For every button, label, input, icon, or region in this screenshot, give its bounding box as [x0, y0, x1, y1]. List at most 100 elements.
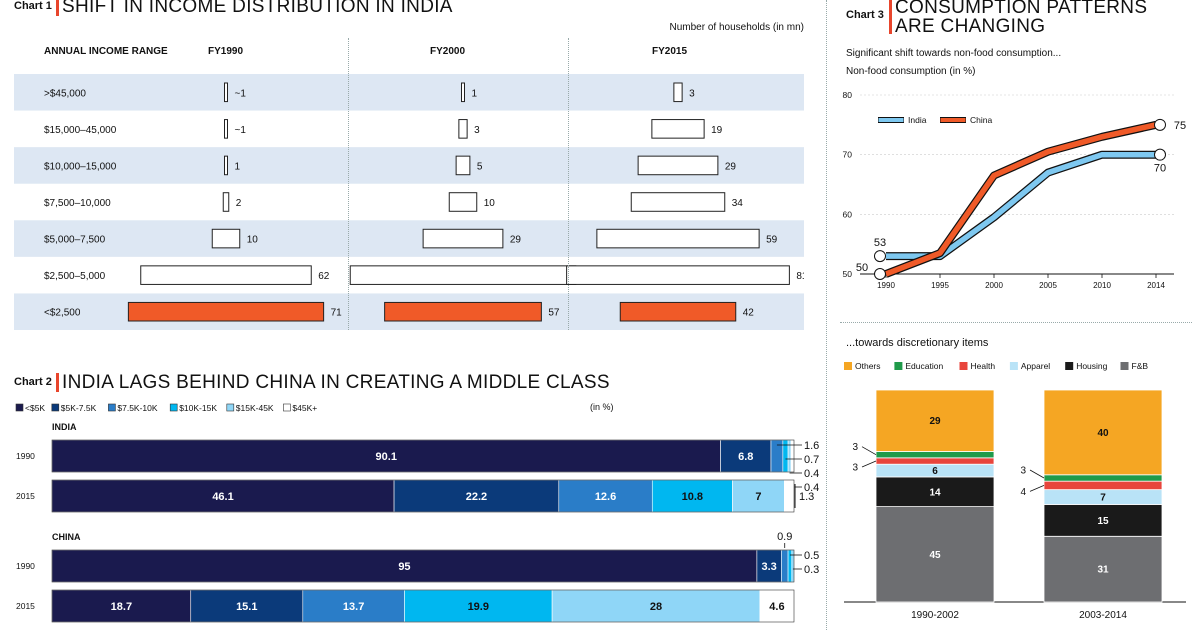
chart3-legend-swatch	[1009, 362, 1018, 370]
chart3-stack-label: 45	[929, 550, 941, 561]
chart3-end-label: 70	[1154, 163, 1166, 175]
chart3-stack-segment	[875, 451, 995, 459]
chart1-bar-label: 34	[732, 198, 744, 209]
chart2-legend-swatch	[51, 403, 60, 412]
title-accent-bar	[889, 0, 892, 34]
chart1-bar	[619, 301, 737, 322]
chart2-segment	[651, 479, 733, 513]
title-accent-bar	[56, 373, 59, 392]
chart2-year-label: 1990	[16, 451, 35, 461]
chart3-xtick-label: 1990	[877, 281, 895, 290]
chart3-title-line2: ARE CHANGING	[895, 16, 1046, 37]
chart1-divider	[348, 38, 349, 330]
chart3-ytick-label: 50	[843, 269, 853, 279]
chart1-bar	[630, 192, 726, 212]
chart3-category-label: 1990-2002	[911, 610, 959, 621]
chart3-end-label: 50	[856, 262, 868, 274]
chart3-legend-label: China	[970, 115, 992, 125]
chart3-end-marker	[874, 268, 886, 280]
chart2-segment	[551, 589, 761, 623]
chart1-bar-label: 59	[766, 235, 778, 246]
chart1-bar-label: 3	[689, 88, 695, 99]
chart1-col-fy2000: FY2000	[430, 46, 466, 57]
chart1-bar	[224, 82, 228, 103]
chart1-plot: >$45,000 ~1 1 3 $15,000–45,000 ~1 3 19 $10,000–1…	[14, 74, 808, 330]
chart2-segment	[190, 589, 304, 623]
chart1-bar-label: 1	[235, 161, 241, 172]
chart1-bar-label: 5	[477, 161, 483, 172]
title-accent-bar	[56, 0, 59, 16]
chart3-callout-label: 3	[852, 463, 858, 474]
chart2-title: INDIA LAGS BEHIND CHINA IN CREATING A MI…	[62, 372, 610, 393]
chart1-unit-note: Number of households (in mn)	[669, 22, 804, 33]
chart2-segment	[784, 479, 795, 513]
chart1-bar-label: 29	[725, 161, 737, 172]
chart2-segment-label: 4.6	[769, 601, 784, 613]
chart1-bar-label: 3	[474, 125, 480, 136]
chart3-end-label: 53	[874, 237, 886, 249]
chart1-bar	[455, 155, 471, 176]
chart3-legend-label: Apparel	[1021, 361, 1050, 371]
chart1-bar	[140, 265, 312, 285]
chart3-xtick-label: 2000	[985, 281, 1003, 290]
chart1-bar-label: 71	[331, 308, 343, 319]
chart2-segment	[404, 589, 553, 623]
chart3-line-outline	[886, 150, 1156, 261]
chart2-year-label: 2015	[16, 601, 35, 611]
chart2-bar-outline	[51, 549, 795, 583]
panel-divider	[826, 0, 827, 630]
chart1-category-label: $15,000–45,000	[44, 125, 117, 136]
chart2-segment-label: 19.9	[468, 601, 489, 613]
chart3-legend-swatch	[1120, 362, 1129, 370]
chart3-stack-label: 15	[1097, 516, 1109, 527]
chart2-callout-label: 0.7	[804, 454, 819, 466]
chart3-stack-label: 7	[1100, 493, 1106, 504]
chart1-bar-label: ~1	[235, 125, 247, 136]
chart3-stack-segment	[875, 476, 995, 507]
chart1-bar	[596, 228, 760, 249]
chart3-stack-label: 14	[929, 487, 941, 498]
chart3-callout-line	[861, 446, 877, 456]
chart3-legend-swatch	[959, 362, 968, 370]
chart3-xtick-label: 1995	[931, 281, 949, 290]
chart1-bar-label: 81	[796, 271, 804, 282]
chart3-callout-line	[861, 460, 877, 468]
chart1-category-label: >$45,000	[44, 88, 86, 99]
chart3-subtitle: Significant shift towards non-food consu…	[846, 48, 1062, 59]
chart2-legend-swatch	[108, 403, 116, 412]
chart1-category-label: $5,000–7,500	[44, 235, 106, 246]
chart3-legend-label: Others	[855, 361, 881, 371]
chart3-line-plot: 50 60 70 80 1990 1995 2000 2005 2010 2014 India Chi…	[843, 90, 1187, 290]
chart1-title: SHIFT IN INCOME DISTRIBUTION IN INDIA	[62, 0, 453, 17]
chart1-bar-label: 29	[510, 235, 522, 246]
chart1-bar	[224, 119, 228, 139]
chart2-segment-label: 18.7	[111, 601, 132, 613]
chart1-bar-label: 10	[484, 198, 496, 209]
chart3-callout-label: 4	[1020, 487, 1026, 498]
chart1-bar-label: 57	[548, 308, 560, 319]
chart1-bar-label: 42	[743, 308, 755, 319]
chart1-col-fy1990: FY1990	[208, 46, 244, 57]
chart2-tag: Chart 2	[14, 376, 52, 388]
chart3-legend-label: F&B	[1132, 361, 1149, 371]
chart1-bar	[222, 192, 230, 212]
chart1-category-label: <$2,500	[44, 308, 81, 319]
chart1-bar	[211, 228, 241, 249]
chart2-segment	[51, 549, 758, 583]
chart1-bar	[349, 265, 577, 285]
chart2-segment	[393, 479, 560, 513]
chart3-line-india	[886, 151, 1156, 259]
chart1-row-stripe	[14, 74, 804, 111]
chart2-segment	[781, 549, 789, 583]
chart2-callout-label: 1.3	[799, 491, 814, 503]
chart3-stack-label: 40	[1097, 428, 1109, 439]
chart3-ylabel: Non-food consumption (in %)	[846, 66, 976, 77]
chart2-callout-label: 0.9	[777, 531, 792, 543]
chart3-legend-swatch	[844, 362, 852, 370]
chart3-legend-label: Housing	[1076, 361, 1107, 371]
chart1-bar	[637, 155, 719, 176]
chart2-bar-outline	[51, 479, 795, 513]
chart2-legend-swatch	[15, 403, 24, 412]
chart3-ytick-label: 80	[843, 90, 853, 100]
chart2-title-wrap: INDIA LAGS BEHIND CHINA IN CREATING A MI…	[56, 373, 610, 393]
